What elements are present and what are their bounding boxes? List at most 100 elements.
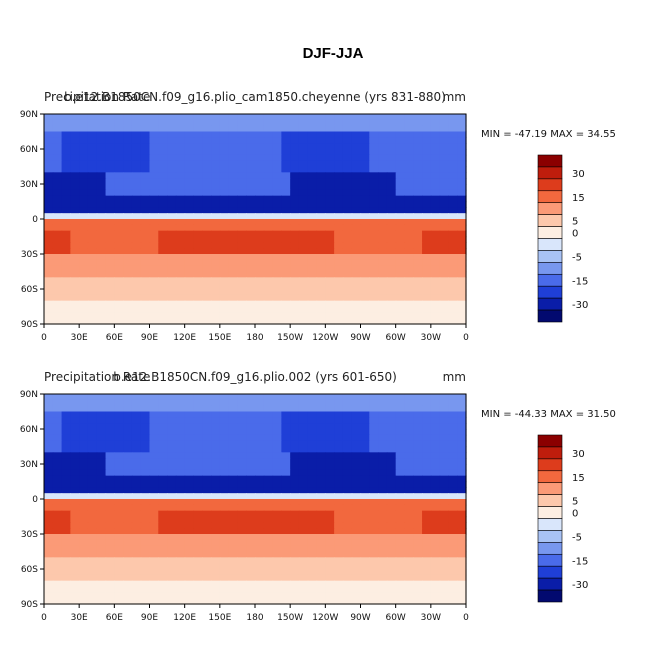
contour-cell xyxy=(316,504,326,512)
panel-2-units: mm xyxy=(443,370,466,384)
contour-cell xyxy=(281,528,291,535)
contour-cell xyxy=(395,283,406,290)
contour-cell xyxy=(316,475,326,483)
contour-cell xyxy=(272,405,282,413)
contour-cell xyxy=(369,464,379,471)
contour-cell xyxy=(351,160,362,168)
contour-cell xyxy=(404,289,414,296)
contour-cell xyxy=(175,504,186,512)
contour-cell xyxy=(202,487,212,494)
contour-cell xyxy=(334,189,344,197)
contour-cell xyxy=(211,312,221,319)
contour-cell xyxy=(255,557,265,564)
contour-cell xyxy=(290,574,300,582)
contour-cell xyxy=(272,294,282,302)
contour-cell xyxy=(386,289,397,296)
contour-cell xyxy=(114,411,124,418)
contour-cell xyxy=(228,178,239,185)
contour-cell xyxy=(96,510,107,518)
contour-cell xyxy=(430,487,441,494)
contour-cell xyxy=(342,598,353,605)
contour-cell xyxy=(131,446,142,453)
contour-cell xyxy=(255,586,265,593)
contour-cell xyxy=(87,516,98,523)
contour-cell xyxy=(167,557,177,564)
contour-cell xyxy=(281,499,291,506)
contour-cell xyxy=(360,195,370,203)
contour-cell xyxy=(70,195,80,203)
contour-cell xyxy=(298,557,309,564)
contour-cell xyxy=(342,213,353,220)
contour-cell xyxy=(272,394,282,401)
contour-cell xyxy=(325,213,335,220)
contour-cell xyxy=(219,522,230,529)
contour-cell xyxy=(61,574,71,582)
contour-cell xyxy=(158,580,168,588)
contour-cell xyxy=(369,399,379,407)
contour-cell xyxy=(87,137,98,144)
contour-cell xyxy=(404,306,414,313)
contour-cell xyxy=(202,458,212,465)
contour-cell xyxy=(105,545,115,553)
contour-cell xyxy=(290,580,300,588)
contour-cell xyxy=(457,114,467,121)
contour-cell xyxy=(439,399,450,407)
contour-cell xyxy=(79,224,89,232)
contour-cell xyxy=(87,236,98,243)
contour-cell xyxy=(123,283,133,290)
contour-cell xyxy=(96,248,107,255)
contour-cell xyxy=(386,114,397,121)
x-tick-label: 120W xyxy=(312,613,338,623)
contour-cell xyxy=(298,160,309,168)
contour-cell xyxy=(44,125,54,133)
contour-cell xyxy=(211,213,221,220)
contour-cell xyxy=(246,405,256,413)
contour-cell xyxy=(149,493,159,500)
contour-cell xyxy=(149,201,159,208)
contour-cell xyxy=(87,592,98,599)
contour-cell xyxy=(325,522,335,529)
contour-cell xyxy=(351,114,362,121)
contour-cell xyxy=(316,434,326,442)
contour-cell xyxy=(131,469,142,477)
contour-cell xyxy=(219,592,230,599)
contour-cell xyxy=(87,586,98,593)
contour-cell xyxy=(44,149,54,156)
contour-cell xyxy=(342,201,353,208)
contour-cell xyxy=(325,300,335,308)
contour-cell xyxy=(44,119,54,127)
contour-cell xyxy=(263,440,274,448)
contour-cell xyxy=(430,172,441,179)
contour-cell xyxy=(193,160,203,168)
contour-cell xyxy=(395,423,406,430)
colorbar-swatch xyxy=(537,262,563,275)
contour-cell xyxy=(228,510,239,518)
contour-cell xyxy=(202,423,212,430)
contour-cell xyxy=(272,265,282,273)
contour-cell xyxy=(413,429,423,436)
contour-cell xyxy=(369,545,379,553)
contour-cell xyxy=(131,219,142,226)
contour-cell xyxy=(52,539,63,547)
contour-cell xyxy=(211,114,221,121)
contour-cell xyxy=(193,224,203,232)
contour-cell xyxy=(439,300,450,308)
contour-cell xyxy=(140,446,151,453)
contour-cell xyxy=(448,259,458,267)
contour-cell xyxy=(255,563,265,570)
contour-cell xyxy=(52,306,63,313)
contour-cell xyxy=(228,119,239,127)
contour-cell xyxy=(202,528,212,535)
contour-cell xyxy=(395,399,406,407)
contour-cell xyxy=(246,154,256,162)
contour-cell xyxy=(360,236,370,243)
contour-cell xyxy=(70,499,80,506)
contour-cell xyxy=(184,271,195,278)
contour-cell xyxy=(404,399,414,407)
contour-cell xyxy=(61,230,71,238)
contour-cell xyxy=(281,131,291,138)
contour-cell xyxy=(255,224,265,232)
contour-cell xyxy=(237,149,247,156)
contour-cell xyxy=(325,434,335,442)
contour-cell xyxy=(457,545,467,553)
